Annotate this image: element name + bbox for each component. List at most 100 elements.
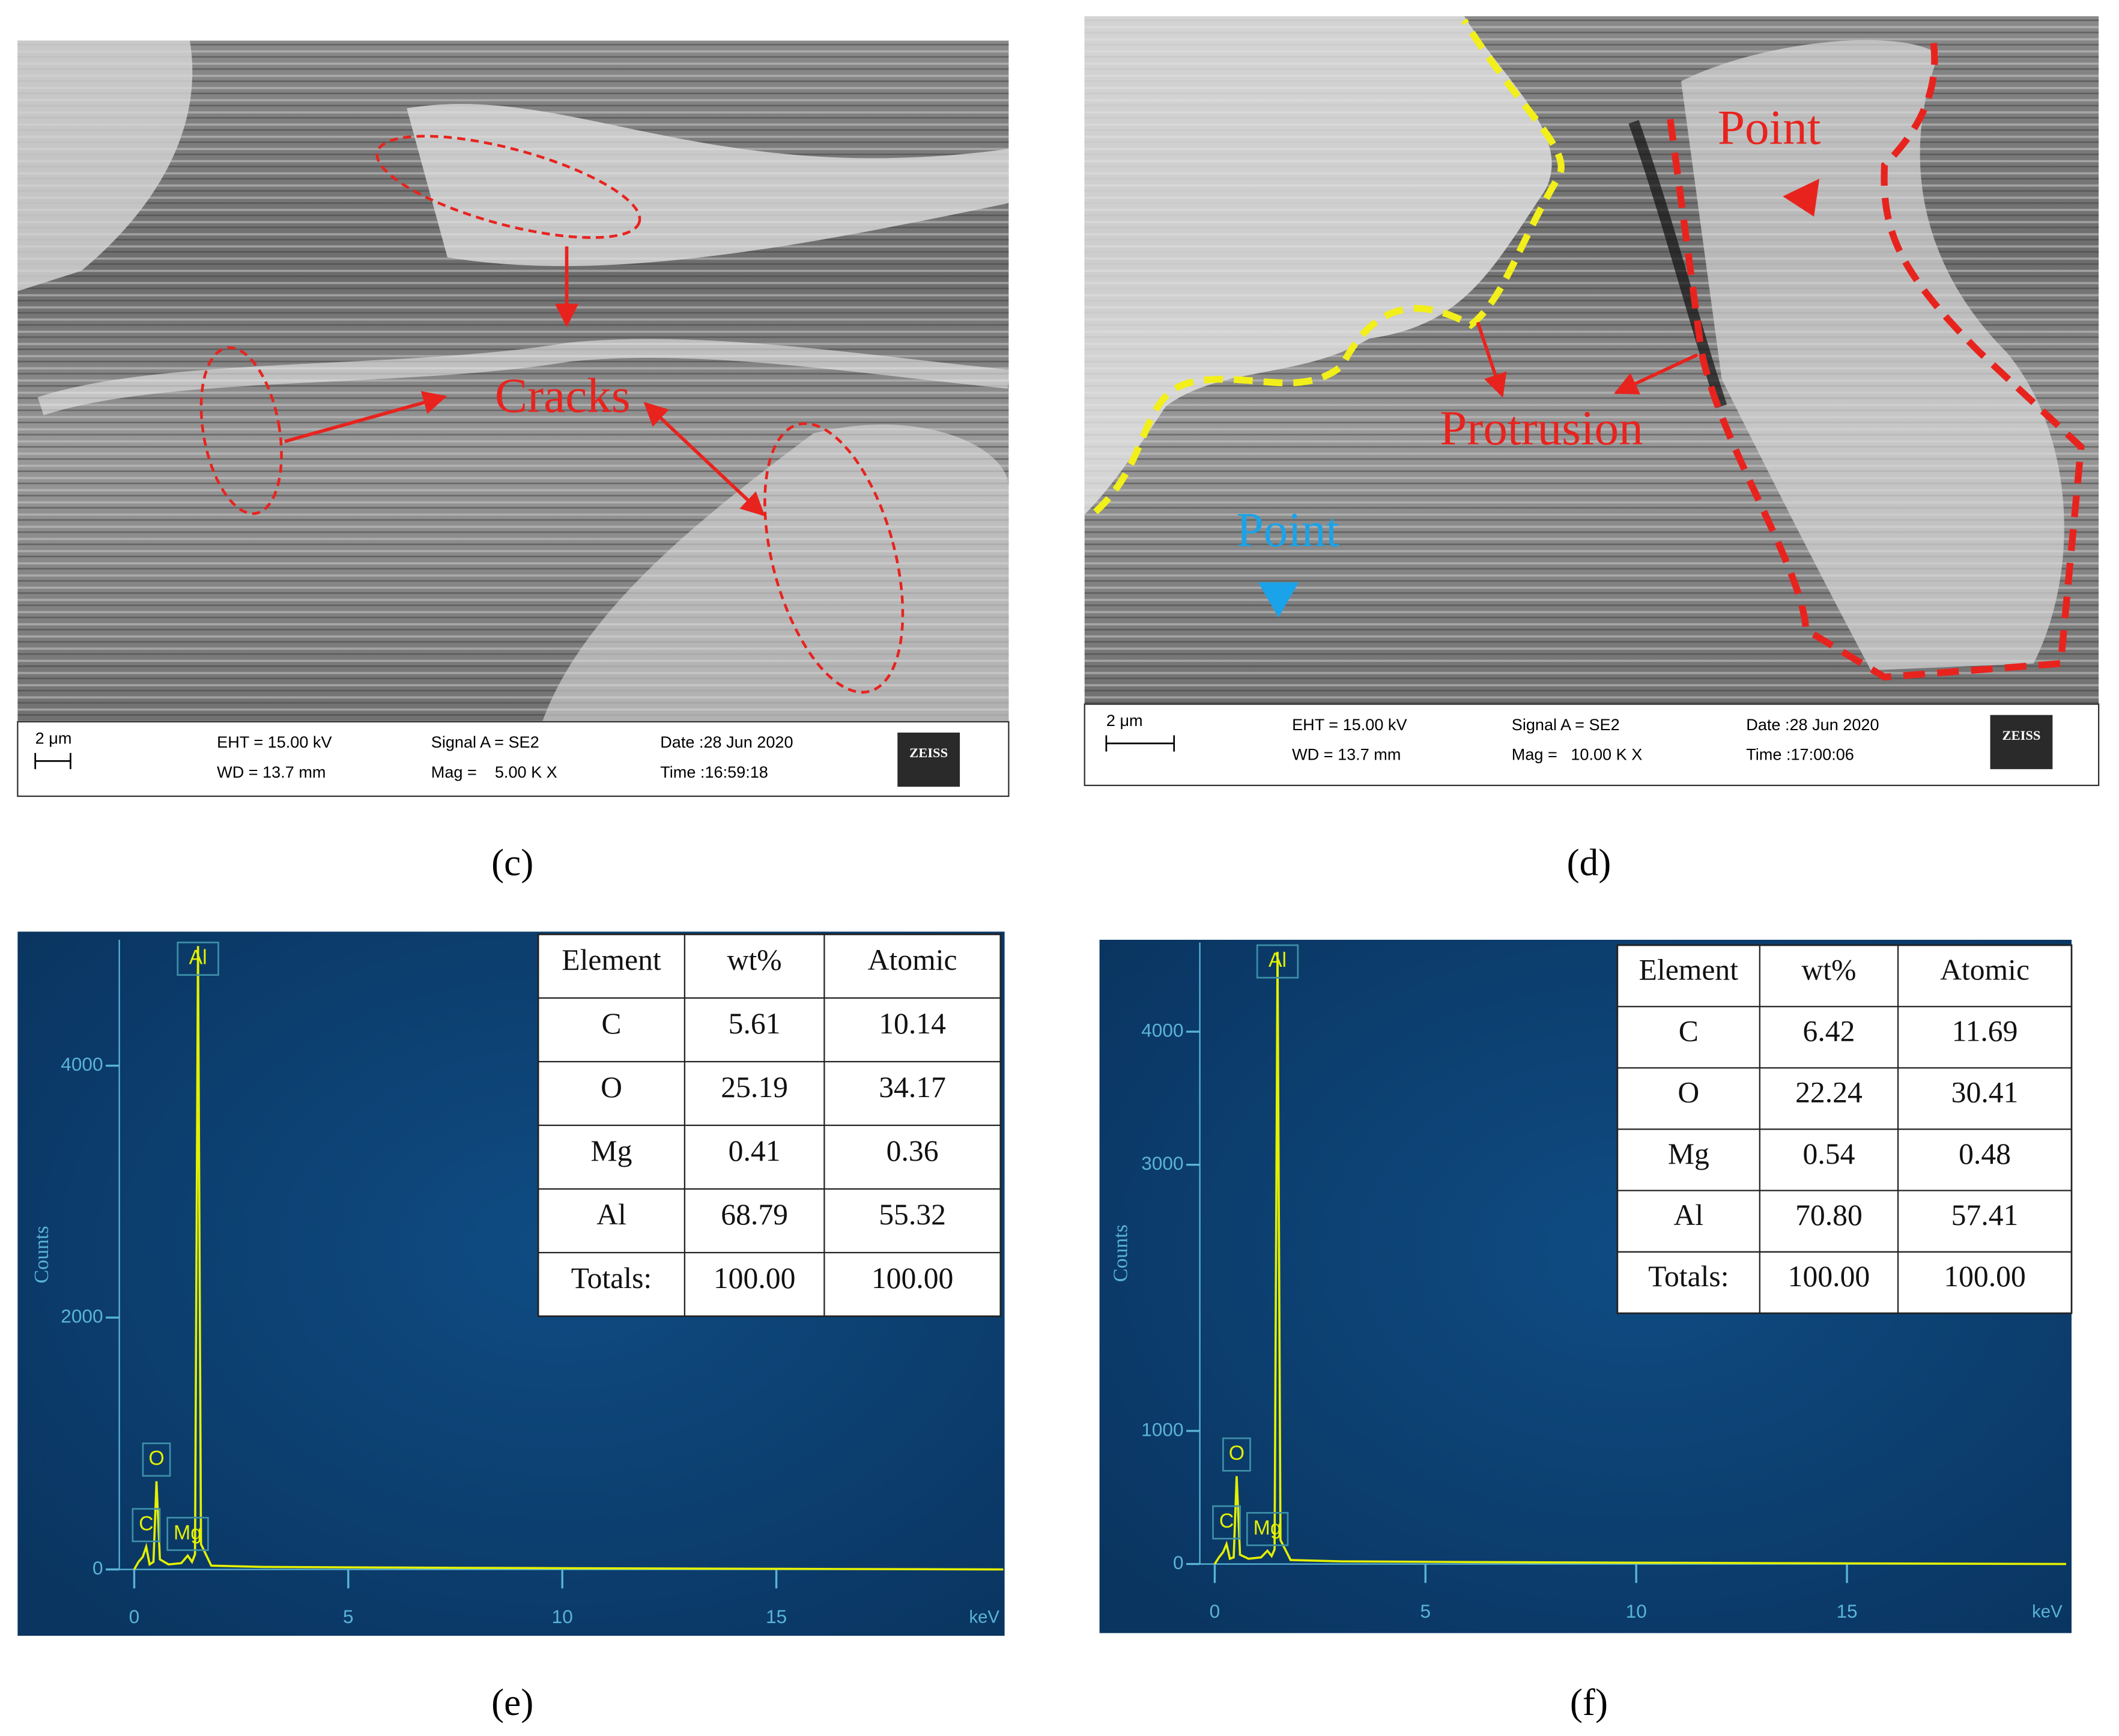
x-tick-label: 10 <box>552 1606 573 1627</box>
table-cell: Mg <box>1668 1137 1709 1170</box>
peak-label-box <box>166 1517 209 1551</box>
peak-label-text: O <box>1229 1442 1244 1465</box>
peak-label: C <box>1212 1505 1241 1540</box>
panel-label: (d) <box>1567 842 1611 884</box>
table-cell: 25.19 <box>721 1071 788 1104</box>
peak-label: O <box>142 1442 171 1477</box>
arrow <box>1614 353 1699 395</box>
peak-label-text: C <box>1219 1510 1234 1532</box>
spectrum-line <box>1213 952 2066 1565</box>
info-text: Time :16:59:18 <box>660 763 768 781</box>
info-text: Mag = 10.00 K X <box>1512 745 1642 763</box>
peak-label-box <box>142 1442 171 1477</box>
peak-label-text: Al <box>1269 949 1287 972</box>
crack-outline <box>763 422 905 694</box>
table-header: wt% <box>1801 953 1856 986</box>
arrow <box>284 391 447 443</box>
table-cell: 55.32 <box>879 1198 946 1231</box>
table-cell: 100.00 <box>714 1262 796 1295</box>
info-text: Date :28 Jun 2020 <box>1746 715 1879 734</box>
point-marker <box>1258 582 1299 618</box>
y-tick-label: 3000 <box>1141 1152 1183 1174</box>
peak-label: Al <box>177 942 219 976</box>
panel-label: (f) <box>1570 1681 1608 1723</box>
crack-outline <box>375 135 641 239</box>
peak-label: C <box>132 1508 161 1543</box>
table-cell: Mg <box>591 1134 632 1167</box>
sem-bright-region <box>1084 16 1552 515</box>
y-tick-label: 4000 <box>1141 1019 1183 1041</box>
table-cell: 11.69 <box>1952 1015 2018 1048</box>
boundary-outline <box>1093 18 1565 515</box>
annotation: Cracks <box>495 369 631 423</box>
table-cell: 0.54 <box>1803 1137 1855 1170</box>
peak-label-text: C <box>139 1513 153 1535</box>
logo: ZEISS <box>909 745 948 760</box>
peak-label-text: Mg <box>174 1521 202 1544</box>
table-cell: 100.00 <box>872 1262 954 1295</box>
peak-label: O <box>1222 1437 1251 1472</box>
peak-label-text: Al <box>189 946 207 969</box>
scale-bar-label: 2 μm <box>1106 711 1143 730</box>
sem-ridge <box>37 339 1010 416</box>
x-unit: keV <box>2032 1602 2063 1622</box>
table-cell: 100.00 <box>1788 1260 1870 1293</box>
sem-crack <box>1628 119 1727 408</box>
x-unit: keV <box>969 1607 999 1627</box>
table-cell: C <box>1679 1015 1699 1048</box>
table-cell: 22.24 <box>1795 1076 1863 1109</box>
peak-label-text: Mg <box>1254 1516 1282 1539</box>
table-header: wt% <box>727 943 782 976</box>
annotation: Point <box>1718 101 1821 155</box>
table-header: Element <box>1639 953 1739 986</box>
table-cell: 5.61 <box>729 1007 781 1040</box>
sem-bright-region <box>542 425 1009 722</box>
info-text: EHT = 15.00 kV <box>1292 715 1407 734</box>
table-cell: 6.42 <box>1803 1015 1855 1048</box>
table-cell: 57.41 <box>1951 1199 2019 1232</box>
table-header: Atomic <box>1940 953 2030 986</box>
scale-bar-label: 2 μm <box>35 728 72 747</box>
table-cell: 100.00 <box>1944 1260 2026 1293</box>
table-cell: 0.41 <box>729 1134 781 1167</box>
logo: ZEISS <box>2002 728 2040 743</box>
x-tick-label: 10 <box>1626 1600 1647 1622</box>
table-cell: O <box>601 1071 622 1104</box>
annotation: Protrusion <box>1440 401 1643 455</box>
table-cell: 0.36 <box>887 1134 939 1167</box>
table-cell: Totals: <box>571 1262 652 1295</box>
table-cell: 10.14 <box>879 1007 946 1040</box>
panel-label: (e) <box>491 1681 533 1723</box>
x-tick-label: 0 <box>129 1606 140 1627</box>
info-text: Date :28 Jun 2020 <box>660 733 793 751</box>
info-text: WD = 13.7 mm <box>1292 745 1401 763</box>
sem-image-c: Cracks <box>17 40 1010 797</box>
table-header: Atomic <box>868 943 957 976</box>
y-tick-label: 0 <box>1173 1552 1184 1573</box>
table-cell: Totals: <box>1648 1260 1729 1293</box>
table-cell: O <box>1678 1076 1699 1109</box>
spectrum-line <box>133 946 1004 1571</box>
arrow <box>643 402 765 516</box>
y-tick-label: 2000 <box>61 1305 103 1327</box>
table-cell: Al <box>1674 1199 1704 1232</box>
peak-label: Mg <box>1246 1511 1289 1546</box>
x-tick-label: 5 <box>1420 1600 1431 1622</box>
region-outline <box>1667 33 2085 681</box>
x-tick-label: 15 <box>766 1606 787 1627</box>
peak-label-box <box>1212 1505 1241 1540</box>
peak-label-box <box>1246 1511 1289 1546</box>
x-tick-label: 15 <box>1836 1600 1857 1622</box>
table-cell: 34.17 <box>879 1071 946 1104</box>
crack-outline <box>199 346 283 515</box>
info-bar <box>1084 703 2100 787</box>
x-tick-label: 5 <box>343 1606 354 1627</box>
sem-bright-region <box>17 40 193 291</box>
info-text: Signal A = SE2 <box>431 733 539 751</box>
logo-box <box>897 732 960 787</box>
table-cell: Al <box>596 1198 626 1231</box>
peak-label-box <box>132 1508 161 1543</box>
point-marker <box>1783 178 1820 217</box>
